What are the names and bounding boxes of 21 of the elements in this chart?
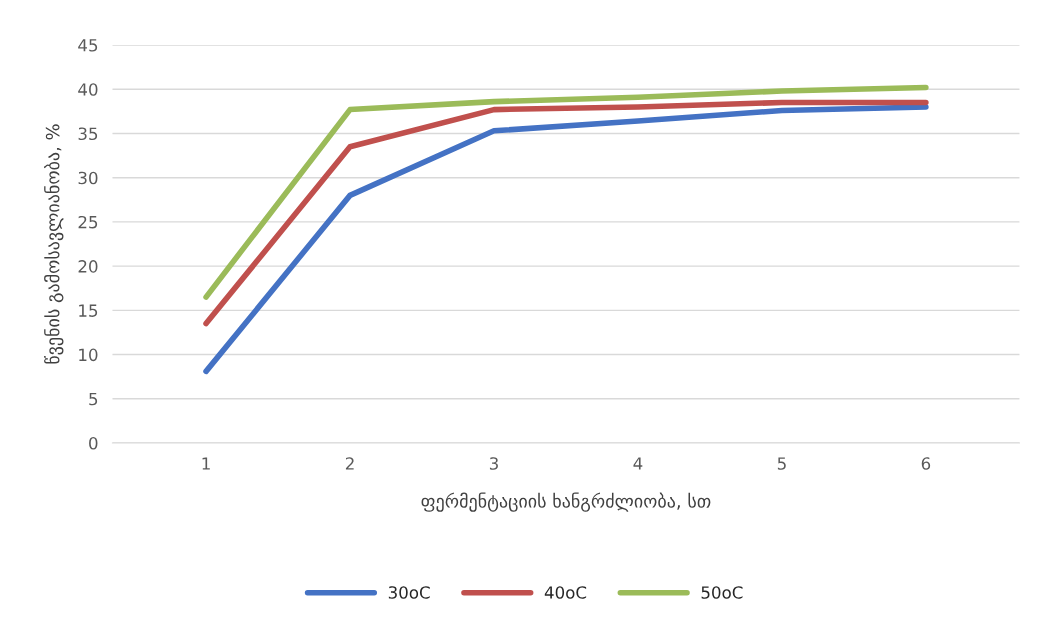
legend-label: 30oC	[388, 586, 430, 599]
y-tick-label: 5	[89, 392, 98, 406]
x-tick-label: 3	[489, 457, 498, 470]
y-tick-label: 45	[78, 39, 98, 52]
x-tick-label: 5	[777, 457, 786, 470]
y-tick-label: 40	[78, 83, 98, 96]
y-tick-label: 30	[78, 171, 98, 185]
y-tick-label: 25	[78, 215, 98, 229]
y-tick-label: 15	[79, 304, 98, 317]
y-tick-label: 10	[79, 348, 98, 362]
x-tick-label: 2	[345, 457, 354, 470]
y-axis-title: წვენის გამოსავლიანობა, %	[44, 124, 64, 364]
x-tick-label: 6	[921, 457, 931, 470]
x-tick-label: 1	[202, 457, 210, 470]
y-tick-label: 0	[89, 436, 98, 450]
x-tick-label: 4	[633, 457, 643, 470]
legend-label: 50oC	[701, 586, 743, 599]
y-tick-label: 35	[78, 127, 98, 141]
legend-label: 40oC	[544, 586, 587, 599]
y-tick-label: 20	[78, 260, 98, 273]
x-axis-title: ფერმენტაციის ხანგრძლიობა, სთ	[421, 492, 711, 512]
